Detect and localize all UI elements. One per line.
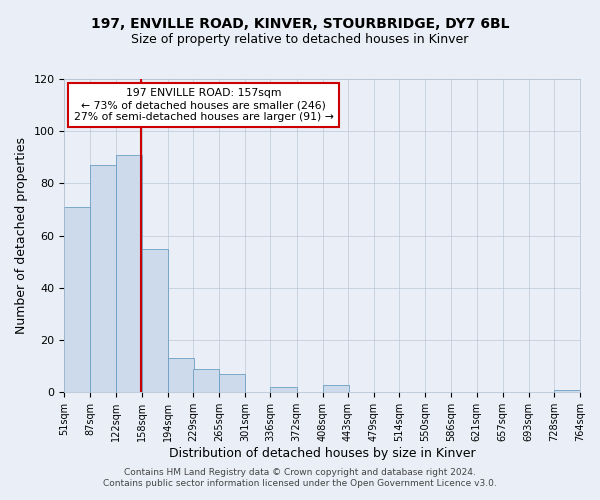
Bar	[271, 387, 296, 392]
Bar	[554, 390, 580, 392]
X-axis label: Distribution of detached houses by size in Kinver: Distribution of detached houses by size …	[169, 447, 476, 460]
Text: Size of property relative to detached houses in Kinver: Size of property relative to detached ho…	[131, 32, 469, 46]
Bar	[219, 374, 245, 392]
Text: 197, ENVILLE ROAD, KINVER, STOURBRIDGE, DY7 6BL: 197, ENVILLE ROAD, KINVER, STOURBRIDGE, …	[91, 18, 509, 32]
Bar	[64, 207, 91, 392]
Bar	[193, 369, 219, 392]
Bar	[142, 248, 168, 392]
Bar	[91, 165, 116, 392]
Bar	[323, 384, 349, 392]
Y-axis label: Number of detached properties: Number of detached properties	[15, 137, 28, 334]
Text: 197 ENVILLE ROAD: 157sqm
← 73% of detached houses are smaller (246)
27% of semi-: 197 ENVILLE ROAD: 157sqm ← 73% of detach…	[74, 88, 334, 122]
Bar	[168, 358, 194, 392]
Bar	[116, 154, 142, 392]
Text: Contains HM Land Registry data © Crown copyright and database right 2024.
Contai: Contains HM Land Registry data © Crown c…	[103, 468, 497, 487]
